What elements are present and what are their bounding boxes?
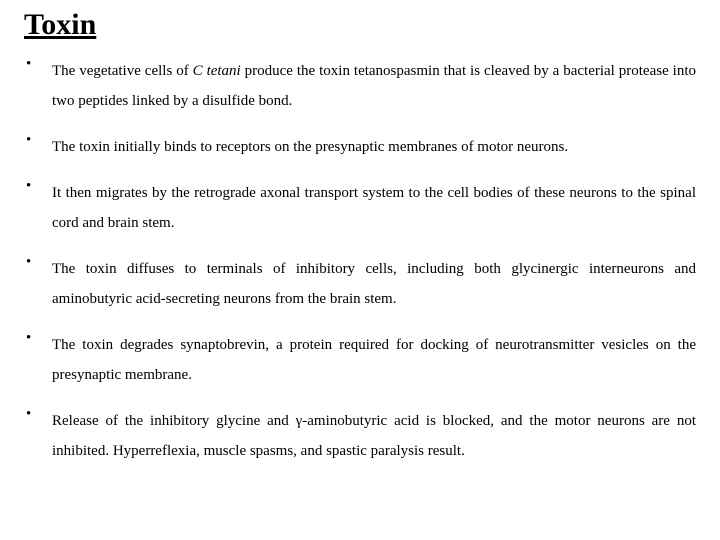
bullet-list: • The vegetative cells of C tetani produ…: [24, 56, 696, 466]
list-item: • Release of the inhibitory glycine and …: [24, 406, 696, 466]
bullet-marker: •: [24, 132, 52, 149]
bullet-text: The vegetative cells of C tetani produce…: [52, 56, 696, 116]
bullet-text: The toxin initially binds to receptors o…: [52, 132, 696, 162]
page-title: Toxin: [24, 8, 696, 42]
list-item: • The toxin initially binds to receptors…: [24, 132, 696, 162]
bullet-marker: •: [24, 56, 52, 73]
bullet-text: The toxin diffuses to terminals of inhib…: [52, 254, 696, 314]
bullet-text: Release of the inhibitory glycine and γ-…: [52, 406, 696, 466]
bullet-marker: •: [24, 254, 52, 271]
bullet-marker: •: [24, 178, 52, 195]
list-item: • The toxin degrades synaptobrevin, a pr…: [24, 330, 696, 390]
list-item: • The toxin diffuses to terminals of inh…: [24, 254, 696, 314]
bullet-text: It then migrates by the retrograde axona…: [52, 178, 696, 238]
bullet-text: The toxin degrades synaptobrevin, a prot…: [52, 330, 696, 390]
bullet-marker: •: [24, 406, 52, 423]
list-item: • The vegetative cells of C tetani produ…: [24, 56, 696, 116]
bullet-marker: •: [24, 330, 52, 347]
list-item: • It then migrates by the retrograde axo…: [24, 178, 696, 238]
